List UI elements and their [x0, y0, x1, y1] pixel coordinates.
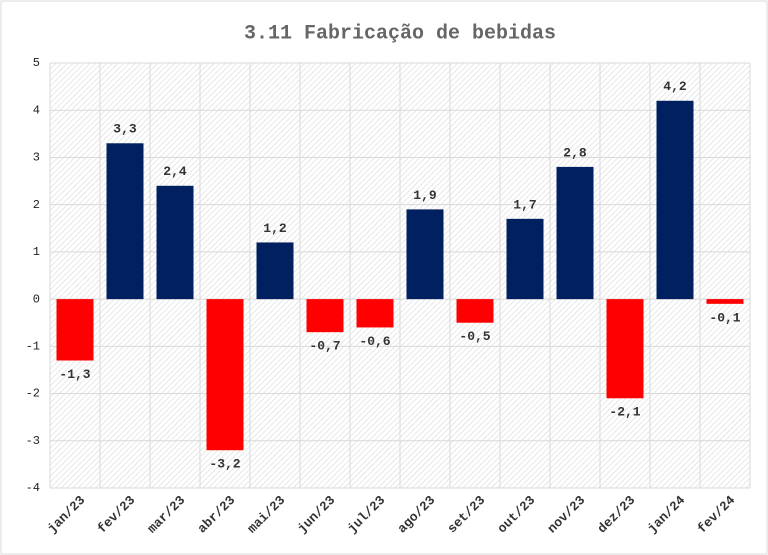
y-tick-label: -2 [26, 387, 40, 401]
data-label: 2,4 [163, 164, 187, 179]
bar [106, 143, 144, 300]
data-label: 3,3 [113, 122, 137, 137]
data-label: 1,7 [513, 197, 536, 212]
bar [406, 209, 444, 300]
bar [306, 299, 344, 333]
data-label: -0,6 [359, 334, 390, 349]
y-tick-label: -4 [26, 481, 40, 495]
data-label: -0,5 [459, 329, 490, 344]
data-label: 4,2 [663, 79, 687, 94]
bar [506, 218, 544, 300]
data-label: -1,3 [59, 367, 90, 382]
bar [556, 166, 594, 300]
bar [256, 242, 294, 300]
data-label: -0,1 [709, 310, 740, 325]
data-label: -0,7 [309, 339, 340, 354]
data-label: 1,2 [263, 221, 287, 236]
y-tick-label: 5 [33, 56, 40, 70]
y-tick-label: 3 [33, 151, 40, 165]
y-tick-label: -1 [26, 340, 40, 354]
data-label: 2,8 [563, 145, 587, 160]
data-label: 1,9 [413, 188, 437, 203]
bar [206, 299, 244, 451]
bar [56, 299, 94, 361]
y-tick-label: 1 [33, 245, 40, 259]
y-tick-label: 0 [33, 292, 40, 306]
bar [706, 299, 744, 304]
bar [606, 299, 644, 399]
chart-title: 3.11 Fabricação de bebidas [244, 22, 556, 45]
y-tick-label: -3 [26, 434, 40, 448]
data-label: -3,2 [209, 457, 240, 472]
bar [356, 299, 394, 328]
y-tick-label: 4 [33, 103, 40, 117]
y-tick-label: 2 [33, 198, 40, 212]
bar [156, 185, 194, 300]
data-label: -2,1 [609, 405, 640, 420]
bar [456, 299, 494, 323]
bar [656, 100, 694, 300]
